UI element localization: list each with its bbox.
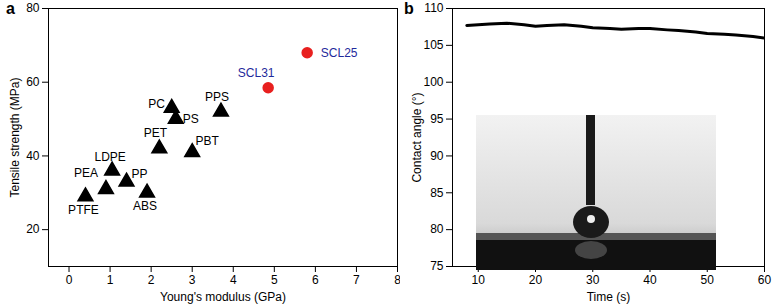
svg-text:30: 30 xyxy=(586,273,600,287)
svg-text:60: 60 xyxy=(758,273,772,287)
svg-text:100: 100 xyxy=(423,75,443,89)
svg-text:6: 6 xyxy=(312,273,319,287)
svg-text:105: 105 xyxy=(423,38,443,52)
html-text:b: b xyxy=(404,0,414,17)
svg-text:0: 0 xyxy=(66,273,73,287)
svg-text:SCL25: SCL25 xyxy=(321,46,358,60)
svg-text:40: 40 xyxy=(26,149,40,163)
svg-text:PS: PS xyxy=(183,112,199,126)
svg-text:7: 7 xyxy=(353,273,360,287)
svg-text:80: 80 xyxy=(430,222,444,236)
svg-text:75: 75 xyxy=(430,259,444,273)
svg-text:PP: PP xyxy=(132,167,148,181)
svg-text:ABS: ABS xyxy=(133,199,157,213)
svg-text:90: 90 xyxy=(430,149,444,163)
svg-text:1: 1 xyxy=(107,273,114,287)
svg-text:PC: PC xyxy=(148,97,165,111)
svg-text:110: 110 xyxy=(424,1,443,15)
svg-text:SCL31: SCL31 xyxy=(238,66,275,80)
svg-text:40: 40 xyxy=(643,273,657,287)
svg-text:PPS: PPS xyxy=(205,90,229,104)
svg-text:Young's modulus (GPa): Young's modulus (GPa) xyxy=(160,290,286,304)
svg-text:80: 80 xyxy=(26,1,40,15)
svg-text:5: 5 xyxy=(271,273,278,287)
svg-text:PTFE: PTFE xyxy=(68,203,99,217)
svg-text:Contact angle (°): Contact angle (°) xyxy=(410,92,424,182)
svg-text:LDPE: LDPE xyxy=(94,150,125,164)
svg-text:2: 2 xyxy=(148,273,155,287)
svg-text:20: 20 xyxy=(529,273,543,287)
svg-text:20: 20 xyxy=(26,222,40,236)
svg-text:3: 3 xyxy=(189,273,196,287)
svg-text:50: 50 xyxy=(701,273,715,287)
svg-text:Tensile strength (MPa): Tensile strength (MPa) xyxy=(8,77,22,197)
svg-text:PET: PET xyxy=(144,126,168,140)
svg-text:Time (s): Time (s) xyxy=(587,290,631,304)
svg-text:60: 60 xyxy=(26,75,40,89)
svg-text:8: 8 xyxy=(394,273,401,287)
svg-text:PBT: PBT xyxy=(196,134,220,148)
html-text:a: a xyxy=(6,0,15,17)
svg-text:PEA: PEA xyxy=(74,166,98,180)
svg-text:85: 85 xyxy=(430,186,444,200)
svg-text:10: 10 xyxy=(472,273,486,287)
svg-text:4: 4 xyxy=(230,273,237,287)
svg-text:95: 95 xyxy=(430,112,444,126)
